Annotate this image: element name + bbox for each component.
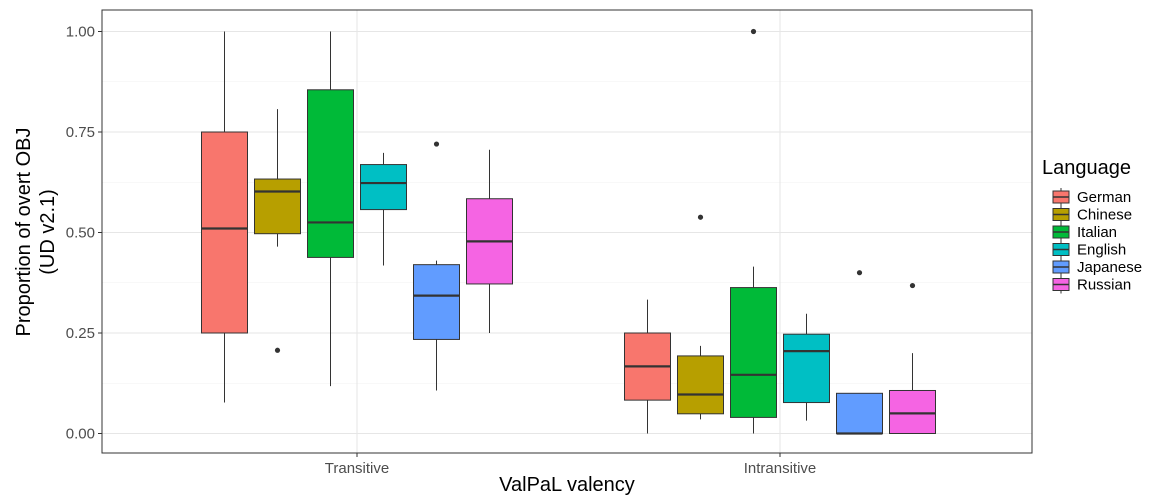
- y-tick-label: 0.25: [66, 325, 95, 342]
- y-tick-label: 0.50: [66, 225, 95, 242]
- box-body: [413, 264, 460, 340]
- legend-item-chinese: Chinese: [1052, 205, 1132, 224]
- outlier-point: [274, 347, 281, 353]
- legend-title: Language: [1042, 157, 1131, 179]
- box-body: [889, 389, 936, 434]
- box-body: [677, 355, 724, 415]
- legend-item-german: German: [1052, 188, 1131, 206]
- box-japanese-transitive: [413, 141, 460, 391]
- box-series: [201, 28, 936, 435]
- box-english-transitive: [360, 152, 407, 266]
- legend-label: Russian: [1077, 277, 1131, 294]
- box-body: [307, 89, 354, 258]
- y-tick-label: 0.00: [66, 426, 95, 443]
- box-japanese-intransitive: [836, 270, 883, 435]
- box-english-intransitive: [783, 313, 830, 421]
- box-body: [783, 333, 830, 404]
- outlier-point: [856, 270, 863, 276]
- box-german-intransitive: [624, 299, 671, 434]
- legend-label: Japanese: [1077, 259, 1142, 276]
- box-italian-intransitive: [730, 28, 777, 434]
- outlier-point: [697, 214, 704, 220]
- box-russian-transitive: [466, 149, 513, 333]
- legend-item-english: English: [1052, 240, 1126, 259]
- y-axis: 0.00 0.25 0.50 0.75 1.00: [66, 24, 102, 443]
- box-body: [254, 178, 301, 235]
- x-tick-label: Transitive: [325, 460, 389, 477]
- legend-label: English: [1077, 242, 1126, 259]
- box-german-transitive: [201, 31, 248, 403]
- box-russian-intransitive: [889, 282, 936, 434]
- legend: Language GermanChineseItalianEnglishJapa…: [1042, 157, 1142, 294]
- legend-item-italian: Italian: [1052, 223, 1117, 241]
- y-tick-label: 0.75: [66, 124, 95, 141]
- y-axis-title-line-2: (UD v2.1): [37, 189, 59, 275]
- outlier-point: [433, 141, 440, 147]
- outlier-point: [750, 28, 757, 35]
- box-italian-transitive: [307, 31, 354, 387]
- y-tick-label: 1.00: [66, 24, 95, 41]
- legend-label: German: [1077, 189, 1131, 206]
- box-chinese-intransitive: [677, 214, 724, 420]
- y-axis-title: Proportion of overt OBJ (UD v2.1): [13, 128, 59, 337]
- box-body: [836, 392, 883, 434]
- outlier-point: [909, 282, 916, 289]
- y-axis-title-line-1: Proportion of overt OBJ: [13, 128, 35, 337]
- box-chinese-transitive: [254, 109, 301, 353]
- x-axis: Transitive Intransitive: [325, 453, 817, 477]
- box-body: [360, 164, 407, 211]
- x-axis-title: ValPaL valency: [499, 474, 635, 496]
- plot-border: [101, 9, 1033, 454]
- box-body: [730, 287, 777, 418]
- box-body: [201, 131, 248, 334]
- legend-label: Italian: [1077, 224, 1117, 241]
- legend-item-russian: Russian: [1052, 275, 1131, 294]
- x-tick-label: Intransitive: [744, 460, 817, 477]
- legend-label: Chinese: [1077, 207, 1132, 224]
- legend-item-japanese: Japanese: [1052, 258, 1142, 276]
